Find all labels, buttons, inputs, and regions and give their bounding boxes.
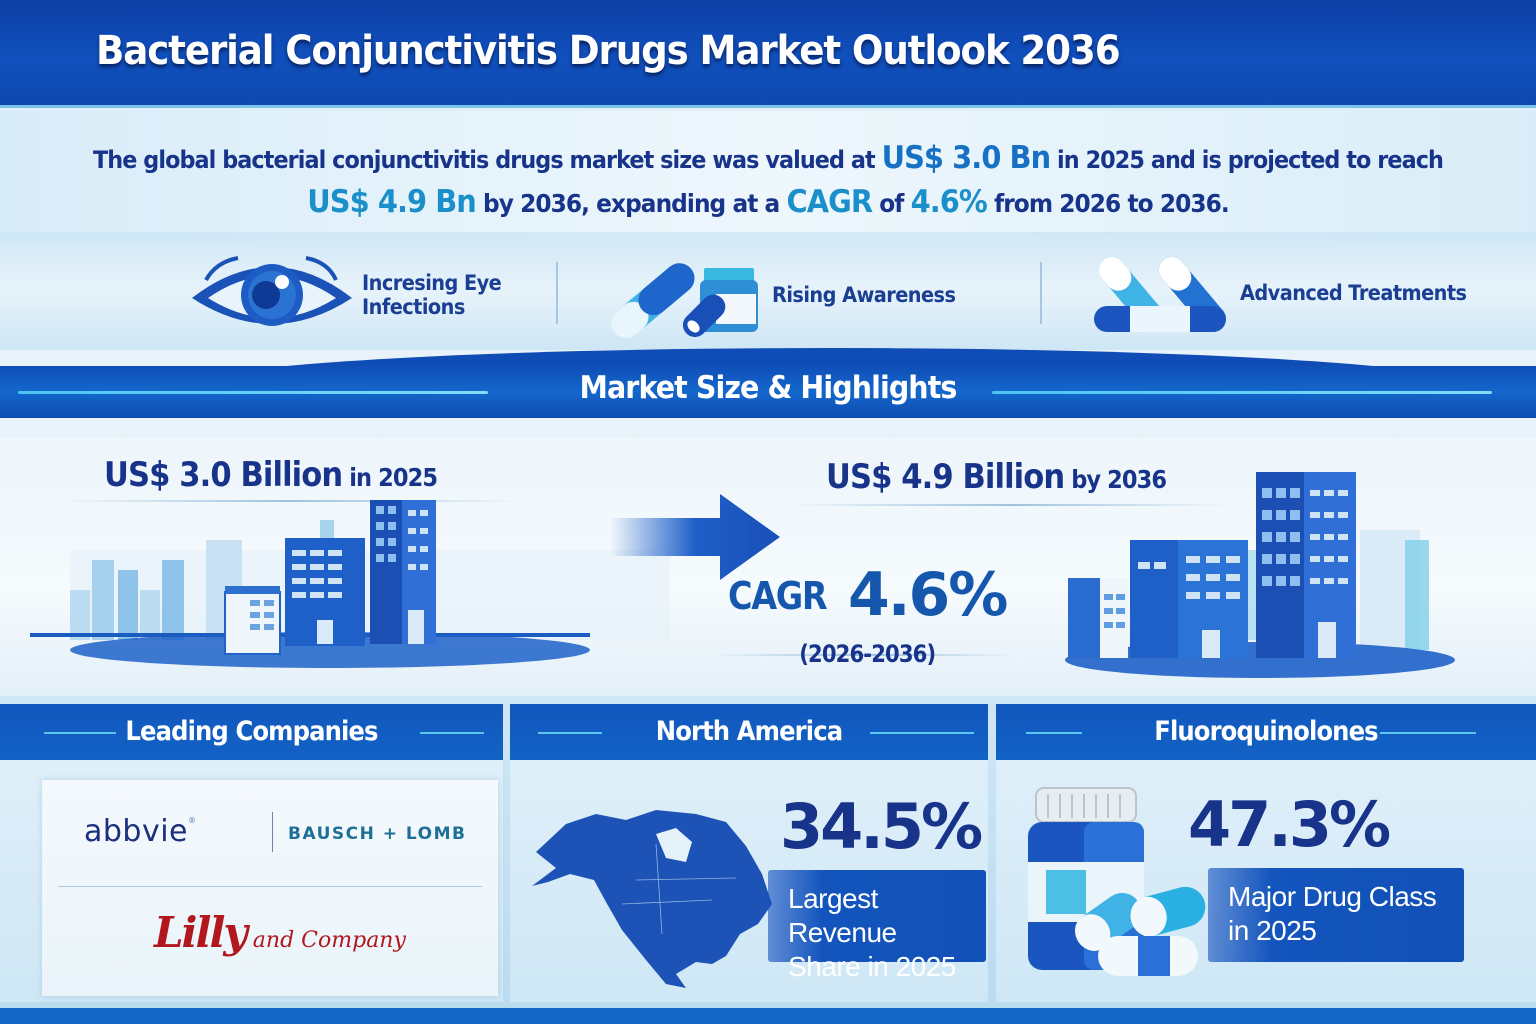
region-share-value: 34.5% <box>780 790 983 863</box>
drug-class-desc-box: Major Drug Class in 2025 <box>1208 868 1464 962</box>
card-title: Leading Companies <box>125 716 378 747</box>
driver-advanced-treatments: Advanced Treatments <box>1090 250 1486 336</box>
card-title: Fluoroquinolones <box>1154 716 1378 747</box>
driver-label: Incresing Eye Infections <box>362 271 502 319</box>
drug-class-desc-line: in 2025 <box>1228 915 1317 946</box>
cagr-value: 4.6% <box>848 560 1008 630</box>
drug-class-desc-line: Major Drug Class <box>1228 881 1437 912</box>
divider <box>790 504 1230 506</box>
pills-bottle-icon <box>610 263 758 339</box>
region-desc: Largest Revenue Share in 2025 <box>788 882 986 984</box>
lilly-logo: Lilly and Company <box>154 908 406 957</box>
summary-text: The global bacterial conjunctivitis drug… <box>93 146 882 174</box>
market-start-year: in 2025 <box>342 463 438 492</box>
divider <box>1040 262 1042 324</box>
driver-label: Rising Awareness <box>772 283 956 307</box>
market-end-amount: US$ 4.9 Billion <box>826 457 1065 497</box>
divider <box>556 262 558 324</box>
north-america-map-icon <box>532 810 772 988</box>
capsules-icon <box>1094 256 1227 332</box>
card-header: Fluoroquinolones <box>996 704 1536 760</box>
summary-start-value: US$ 3.0 Bn <box>881 140 1052 176</box>
registered-mark-icon: ® <box>188 816 197 825</box>
cagr-block: CAGR 4.6% <box>728 560 1008 630</box>
market-start-amount: US$ 3.0 Billion <box>104 455 343 495</box>
summary-line-1: The global bacterial conjunctivitis drug… <box>54 140 1482 176</box>
bausch-lomb-logo: BAUSCH + LOMB <box>288 824 467 844</box>
page-title: Bacterial Conjunctivitis Drugs Market Ou… <box>96 28 1121 74</box>
driver-eye-infections: Incresing Eye Infections <box>186 250 513 340</box>
divider <box>60 500 520 502</box>
city-chart-illustration-right <box>1065 472 1455 678</box>
summary-cagr-value: 4.6% <box>910 184 988 220</box>
market-end-value: US$ 4.9 Billion by 2036 <box>826 457 1167 497</box>
pill-bottle-icon <box>1028 787 1206 976</box>
bottom-strip <box>0 1008 1536 1024</box>
card-north-america: North America 34.5% Largest Revenue Shar… <box>510 704 988 1002</box>
title-bar: Bacterial Conjunctivitis Drugs Market Ou… <box>0 0 1536 108</box>
summary-text: in 2025 and is projected to reach <box>1050 146 1444 174</box>
driver-label-line: Rising Awareness <box>772 283 956 307</box>
region-desc-box: Largest Revenue Share in 2025 <box>768 870 986 982</box>
cagr-period: (2026-2036) <box>799 640 936 668</box>
cagr-label: CAGR <box>728 574 828 618</box>
card-header: Leading Companies <box>0 704 503 760</box>
summary-line-2: US$ 4.9 Bn by 2036, expanding at a CAGR … <box>54 184 1482 220</box>
divider <box>58 886 482 887</box>
ribbon-line-left <box>18 391 488 394</box>
driver-label-line: Incresing Eye <box>362 271 502 295</box>
lilly-script: Lilly <box>154 908 248 957</box>
drug-class-desc: Major Drug Class in 2025 <box>1228 880 1437 948</box>
market-start-value: US$ 3.0 Billion in 2025 <box>104 455 438 495</box>
market-end-year: by 2036 <box>1064 465 1167 494</box>
summary-text: of <box>872 189 911 218</box>
lilly-and-company: and Company <box>245 928 406 953</box>
section-title: Market Size & Highlights <box>579 370 958 406</box>
driver-label: Advanced Treatments <box>1240 281 1467 305</box>
card-header: North America <box>510 704 988 760</box>
driver-label-line: Infections <box>362 295 465 319</box>
summary-text: by 2036, expanding at a <box>475 189 787 218</box>
abbvie-wordmark: abbvie <box>84 814 189 849</box>
divider <box>1380 732 1476 734</box>
summary-panel <box>0 111 1536 241</box>
summary-cagr-label: CAGR <box>786 184 873 220</box>
summary-text: from 2026 to 2036. <box>986 189 1230 218</box>
card-title: North America <box>655 716 843 747</box>
drug-class-share-value: 47.3% <box>1188 788 1391 861</box>
divider <box>44 732 116 734</box>
driver-rising-awareness: Rising Awareness <box>592 250 971 340</box>
city-chart-illustration-left <box>30 500 670 668</box>
driver-label-line: Advanced Treatments <box>1240 281 1467 305</box>
eye-icon <box>192 256 352 326</box>
divider <box>538 732 602 734</box>
card-fluoroquinolones: Fluoroquinolones 47.3% Major Drug Class … <box>996 704 1536 1002</box>
divider <box>714 654 1014 656</box>
divider <box>420 732 484 734</box>
logo-box: abbvie® BAUSCH + LOMB Lilly and Company <box>42 780 498 996</box>
growth-arrow-icon <box>610 494 780 580</box>
card-leading-companies: Leading Companies abbvie® BAUSCH + LOMB … <box>0 704 503 1002</box>
divider <box>870 732 974 734</box>
ribbon-line-right <box>992 391 1492 394</box>
region-desc-line: Largest Revenue <box>788 883 897 948</box>
divider <box>272 812 273 852</box>
divider <box>1026 732 1082 734</box>
abbvie-logo: abbvie® <box>84 814 197 849</box>
region-desc-line: Share in 2025 <box>788 951 956 982</box>
section-ribbon: Market Size & Highlights <box>0 348 1536 438</box>
summary-end-value: US$ 4.9 Bn <box>307 184 477 220</box>
